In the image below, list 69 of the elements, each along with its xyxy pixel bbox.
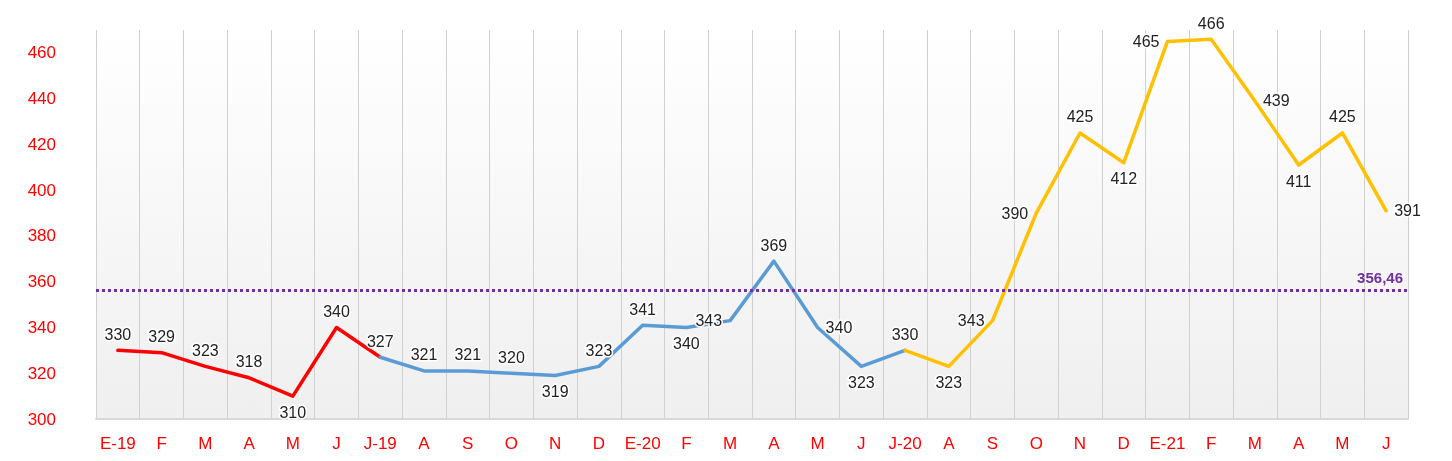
data-label: 323 [585, 341, 613, 359]
x-tick-label: A [418, 434, 431, 453]
x-tick-label: J-20 [888, 434, 922, 453]
data-label: 319 [541, 383, 569, 401]
data-label: 321 [410, 346, 438, 364]
x-tick-label: A [1292, 434, 1305, 453]
x-tick-label: O [504, 434, 519, 453]
x-tick-label: M [723, 434, 738, 453]
data-label: 390 [1001, 204, 1029, 222]
data-label: 425 [1066, 108, 1094, 126]
data-label: 321 [454, 346, 482, 364]
x-tick-label: F [1206, 434, 1217, 453]
data-label: 465 [1132, 32, 1160, 50]
ref-line-label: 356,46 [1357, 268, 1403, 286]
data-label: 323 [847, 373, 875, 391]
data-label: 369 [760, 236, 788, 254]
data-label: 310 [279, 403, 307, 421]
x-tick-label: J [332, 434, 341, 453]
data-label: 329 [148, 328, 176, 346]
x-tick-label: J [857, 434, 866, 453]
data-label: 318 [235, 353, 263, 371]
y-tick-label: 460 [27, 43, 56, 63]
data-label: 340 [825, 318, 853, 336]
data-label: 320 [498, 348, 525, 366]
x-tick-label: N [1073, 434, 1087, 453]
data-label: 323 [191, 341, 219, 359]
y-tick-label: 380 [27, 226, 56, 246]
x-tick-label: A [768, 434, 781, 453]
y-tick-label: 360 [27, 272, 56, 292]
y-tick-label: 440 [27, 89, 56, 109]
x-tick-label: F [681, 434, 692, 453]
data-label: 425 [1329, 108, 1356, 126]
data-label: 340 [673, 334, 700, 352]
data-label: 330 [891, 325, 919, 343]
x-tick-label: E-19 [99, 434, 136, 453]
x-tick-label: M [285, 434, 300, 453]
data-label: 323 [935, 373, 963, 391]
data-label: 411 [1285, 172, 1312, 190]
x-tick-label: D [592, 434, 606, 453]
y-tick-label: 400 [27, 180, 56, 200]
data-label: 412 [1110, 170, 1138, 188]
data-label: 330 [104, 325, 132, 343]
x-tick-label: M [1247, 434, 1263, 453]
x-tick-label: M [810, 434, 825, 453]
x-tick-label: O [1029, 434, 1043, 453]
y-tick-label: 320 [27, 363, 56, 383]
x-tick-label: E-21 [1149, 434, 1186, 453]
x-tick-label: F [156, 434, 167, 453]
x-tick-label: S [986, 434, 999, 453]
y-tick-label: 420 [27, 134, 56, 154]
y-tick-label: 340 [27, 317, 56, 337]
x-tick-label: J [1381, 434, 1391, 453]
x-tick-label: J-19 [363, 434, 397, 453]
data-label: 439 [1262, 92, 1290, 110]
x-tick-label: A [943, 434, 956, 453]
data-label: 327 [366, 332, 394, 350]
x-tick-label: M [198, 434, 213, 453]
x-tick-label: M [1335, 434, 1350, 453]
y-tick-label: 300 [27, 409, 56, 429]
x-tick-label: N [549, 434, 562, 453]
data-label: 466 [1197, 14, 1225, 32]
x-tick-label: E-20 [624, 434, 661, 453]
x-tick-label: A [243, 434, 256, 453]
x-tick-label: S [462, 434, 474, 453]
data-label: 391 [1394, 202, 1421, 220]
x-tick-label: D [1117, 434, 1130, 453]
data-label: 341 [629, 300, 657, 318]
data-label: 340 [323, 302, 350, 320]
data-label: 343 [957, 312, 985, 330]
